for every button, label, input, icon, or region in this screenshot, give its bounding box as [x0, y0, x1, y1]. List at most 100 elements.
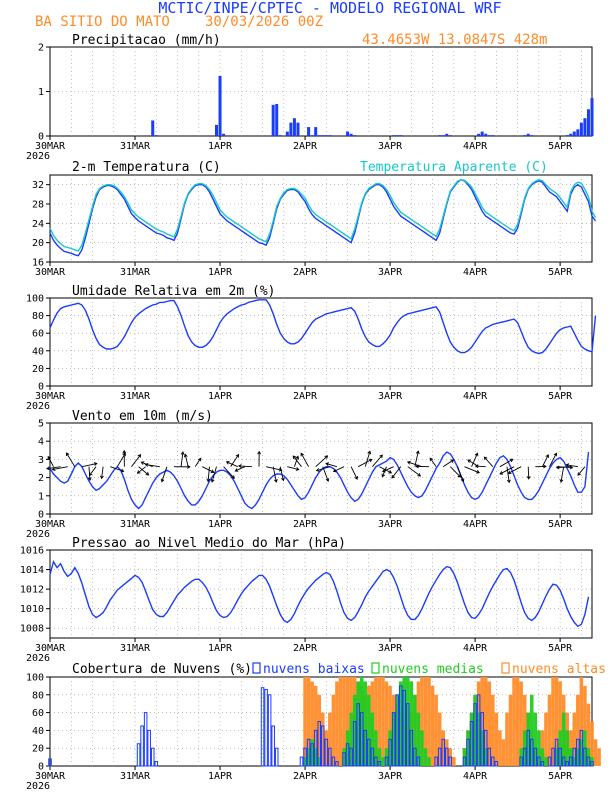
cloud-bar-nuvens-altas [339, 677, 343, 766]
cloud-bar-nuvens-baixas [265, 689, 268, 766]
x-year-label: 2026 [26, 529, 50, 540]
y-tick-label: 100 [26, 673, 44, 684]
x-tick-label: 1APR [208, 141, 233, 152]
cloud-bar-nuvens-altas [548, 695, 552, 766]
cloud-bar-nuvens-altas [381, 677, 385, 766]
x-tick-label: 2APR [293, 267, 318, 278]
wind-arrow [430, 458, 436, 467]
cloud-bar-nuvens-medias [420, 730, 424, 766]
cloud-bar-nuvens-altas [597, 748, 601, 766]
legend-swatch [372, 663, 379, 673]
x-tick-label: 2APR [293, 643, 318, 654]
cloud-bar-nuvens-altas [434, 695, 438, 766]
cloud-bar-nuvens-medias [565, 730, 569, 766]
precip-bar [481, 132, 484, 136]
precip-bar [491, 135, 494, 136]
wind-arrow [472, 453, 478, 466]
series-line-0 [50, 562, 589, 627]
y-tick-label: 20 [32, 238, 44, 249]
cloud-bar-nuvens-baixas [141, 726, 144, 766]
x-tick-label: 1APR [208, 519, 233, 530]
precip-bar [307, 127, 310, 136]
wind-arrow [457, 467, 463, 482]
precip-bar [353, 135, 356, 136]
wind-arrow [131, 455, 140, 467]
cloud-bar-nuvens-medias [381, 757, 385, 766]
precip-bar [318, 135, 321, 136]
cloud-bar-nuvens-baixas [261, 688, 264, 766]
precip-bar [484, 134, 487, 136]
precip-bar [222, 134, 225, 136]
x-tick-label: 3APR [378, 267, 403, 278]
header-run: 30/03/2026 00Z [205, 14, 323, 30]
x-tick-label: 4APR [463, 267, 488, 278]
x-tick-label: 31MAR [120, 643, 151, 654]
x-tick-label: 2APR [293, 519, 318, 530]
x-tick-label: 31MAR [120, 519, 151, 530]
x-tick-label: 5APR [548, 141, 573, 152]
precip-bar [569, 134, 572, 136]
precip-bar [279, 135, 282, 136]
precip-bar [396, 135, 399, 136]
x-tick-label: 5APR [548, 771, 573, 782]
cloud-bar-nuvens-medias [544, 757, 548, 766]
header-coords: 43.4653W 13.0847S 428m [362, 32, 547, 48]
x-tick-label: 2APR [293, 771, 318, 782]
x-tick-label: 3APR [378, 141, 403, 152]
precip-bar [321, 135, 324, 136]
legend-label: nuvens altas [512, 662, 606, 677]
x-tick-label: 31MAR [120, 267, 151, 278]
y-tick-label: 80 [32, 311, 44, 322]
cloud-bar-nuvens-altas [332, 695, 336, 766]
precip-bar [289, 123, 292, 136]
panel-title: Cobertura de Nuvens (%) [72, 662, 252, 677]
cloud-bar-nuvens-altas [452, 757, 456, 766]
y-tick-label: 28 [32, 200, 44, 211]
y-tick-label: 1008 [20, 624, 44, 635]
precip-bar [477, 134, 480, 136]
wind-arrow [137, 467, 145, 474]
x-tick-label: 4APR [463, 643, 488, 654]
wind-arrow [351, 467, 357, 479]
x-tick-label: 4APR [463, 519, 488, 530]
precip-bar [523, 135, 526, 136]
wind-arrow [358, 459, 372, 466]
precip-bar [438, 135, 441, 136]
precip-bar [219, 76, 222, 136]
y-tick-label: 5 [38, 419, 44, 430]
legend-apparent-temp: Temperatura Aparente (C) [360, 160, 548, 175]
series-line-0 [50, 180, 596, 256]
precip-bar [576, 129, 579, 136]
x-tick-label: 1APR [208, 771, 233, 782]
x-tick-label: 1APR [208, 267, 233, 278]
cloud-bar-nuvens-baixas [151, 748, 154, 766]
wind-arrow [484, 457, 492, 467]
wind-arrow [48, 457, 53, 467]
precip-bar [155, 135, 158, 136]
wind-arrow [224, 467, 235, 479]
x-tick-label: 2APR [293, 391, 318, 402]
wind-arrow [66, 453, 74, 467]
y-tick-label: 2 [38, 43, 44, 54]
x-tick-label: 31MAR [120, 391, 151, 402]
panel-title: 2-m Temperatura (C) [72, 160, 221, 175]
cloud-bar-nuvens-altas [491, 695, 495, 766]
precip-bar [272, 105, 275, 136]
precip-bar [573, 132, 576, 136]
panel-frame [50, 550, 592, 638]
precip-bar [445, 134, 448, 136]
cloud-bar-nuvens-medias [427, 757, 431, 766]
cloud-bar-nuvens-altas [512, 677, 516, 766]
cloud-bar-nuvens-altas [498, 730, 502, 766]
panel-title: Pressao ao Nivel Medio do Mar (hPa) [72, 536, 346, 551]
precip-bar [442, 135, 445, 136]
x-tick-label: 3APR [378, 519, 403, 530]
x-year-label: 2026 [26, 653, 50, 664]
y-tick-label: 80 [32, 690, 44, 701]
wind-arrow [500, 459, 513, 466]
legend-label: nuvens baixas [263, 662, 365, 677]
cloud-bar-nuvens-baixas [268, 695, 271, 766]
